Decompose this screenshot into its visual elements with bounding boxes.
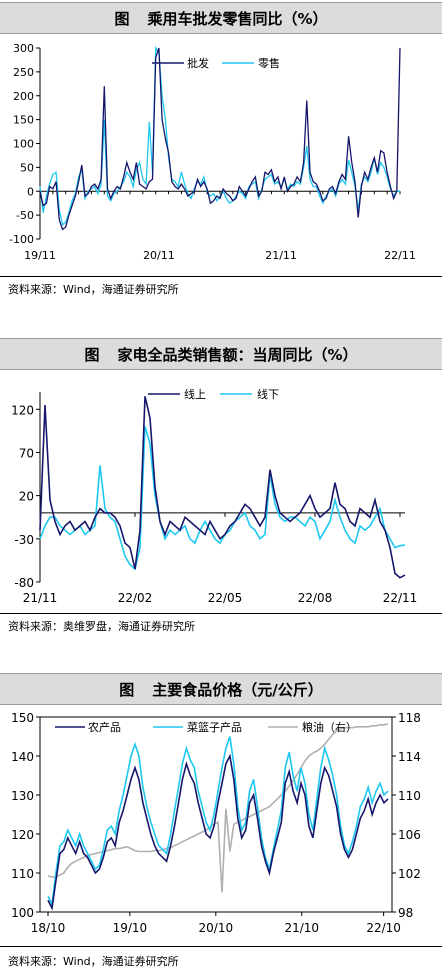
- chart2-source-separator: [0, 613, 442, 614]
- chart3-y-right-tick-label: 102: [398, 867, 421, 881]
- chart1-source-separator: [0, 276, 442, 277]
- chart1-title: 乘用车批发零售同比（%）: [147, 9, 328, 28]
- chart3-y-right-tick-label: 118: [398, 711, 421, 725]
- chart2-fig-label: 图: [84, 345, 100, 364]
- chart3-x-tick-label: 18/10: [31, 921, 66, 935]
- chart1-x-tick-label: 19/11: [24, 249, 56, 262]
- chart1-legend-wholesale-label: 批发: [187, 56, 209, 70]
- chart3-source: 资料来源：Wind，海通证券研究所: [8, 955, 179, 968]
- chart2-title: 家电全品类销售额：当周同比（%）: [117, 345, 358, 364]
- chart3-legend-basket-label: 菜篮子产品: [187, 720, 242, 734]
- chart1-y-tick-label: 100: [13, 138, 34, 151]
- chart1-x-tick-label: 20/11: [143, 249, 175, 262]
- chart2-y-tick-label: 70: [19, 446, 34, 460]
- chart1-y-tick-label: 150: [13, 114, 34, 127]
- chart1-y-tick-label: 200: [13, 90, 34, 103]
- chart2-y-tick-label: 120: [11, 403, 34, 417]
- chart3-legend-agri-label: 农产品: [88, 720, 121, 734]
- chart2-legend-online-label: 线上: [184, 387, 206, 401]
- chart1-legend-retail-label: 零售: [258, 56, 280, 70]
- chart3-y-left-tick-label: 130: [11, 789, 34, 803]
- chart3-y-left-tick-label: 140: [11, 750, 34, 764]
- chart3-title: 主要食品价格（元/公斤）: [152, 680, 323, 699]
- chart2-y-tick-label: -80: [14, 576, 34, 590]
- chart2-legend-offline-label: 线下: [257, 387, 279, 401]
- chart2-x-tick-label: 21/11: [23, 591, 58, 605]
- chart1-y-tick-label: 250: [13, 66, 34, 79]
- chart3-y-left-tick-label: 100: [11, 906, 34, 920]
- chart1-y-tick-label: -50: [16, 209, 34, 222]
- chart1-x-tick-label: 21/11: [265, 249, 297, 262]
- chart2-x-tick-label: 22/02: [118, 591, 153, 605]
- chart3-y-right-tick-label: 98: [398, 906, 413, 920]
- chart3-series-basket-line: [47, 736, 389, 907]
- chart3-x-tick-label: 22/10: [366, 921, 401, 935]
- chart2-x-tick-label: 22/05: [208, 591, 243, 605]
- chart3-legend-grain-oil-label: 粮油（右）: [302, 720, 357, 734]
- chart1-x-tick-label: 22/11: [384, 249, 416, 262]
- chart3-source-separator: [0, 946, 442, 947]
- chart1-fig-label: 图: [114, 9, 130, 28]
- chart2-y-tick-label: -30: [14, 533, 34, 547]
- chart2-series-offline-line: [39, 426, 406, 571]
- chart3-x-tick-label: 19/10: [113, 921, 148, 935]
- chart3-y-left-tick-label: 120: [11, 828, 34, 842]
- chart3-series-agri-line: [47, 753, 389, 911]
- chart3-title-bar: 图 主要食品价格（元/公斤）: [0, 673, 442, 705]
- chart3-x-tick-label: 21/10: [284, 921, 319, 935]
- chart3-y-left-tick-label: 110: [11, 867, 34, 881]
- chart2-series-online-line: [39, 396, 406, 579]
- chart3-y-right-tick-label: 106: [398, 828, 421, 842]
- chart3-x-tick-label: 20/10: [199, 921, 234, 935]
- chart1-series-wholesale-line: [39, 47, 401, 231]
- chart1-y-tick-label: 0: [27, 185, 34, 198]
- chart1-y-tick-label: 50: [20, 161, 34, 174]
- chart2-y-tick-label: 20: [19, 490, 34, 504]
- chart2-source: 资料来源：奥维罗盘，海通证券研究所: [8, 620, 195, 633]
- chart1-y-tick-label: 300: [13, 42, 34, 55]
- chart3-fig-label: 图: [119, 680, 135, 699]
- chart1-series-retail-line: [39, 45, 400, 226]
- chart1-title-bar: 图 乘用车批发零售同比（%）: [0, 2, 442, 34]
- chart2-svg: -80 -30 20 70 120 21/11 22/02 22/05 22/08 22/11 线上…: [11, 387, 418, 605]
- chart3-svg: 100 110 120 130 140 150 98 102 106 110 114 118 18/10…: [11, 711, 421, 935]
- chart3-y-right-tick-label: 110: [398, 789, 421, 803]
- chart1-y-tick-label: -100: [9, 233, 34, 246]
- chart2-title-bar: 图 家电全品类销售额：当周同比（%）: [0, 338, 442, 370]
- chart1-source: 资料来源：Wind，海通证券研究所: [8, 283, 179, 296]
- chart3-y-left-tick-label: 150: [11, 711, 34, 725]
- chart2-x-tick-label: 22/08: [298, 591, 333, 605]
- chart1-svg: -100 -50 0 50 100 150 200 250 300 19/11 20/11 21/11…: [9, 42, 416, 262]
- chart3-y-right-tick-label: 114: [398, 750, 421, 764]
- chart2-x-tick-label: 22/11: [383, 591, 418, 605]
